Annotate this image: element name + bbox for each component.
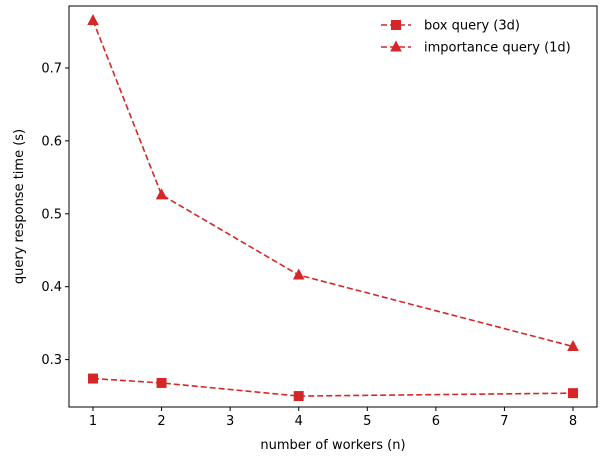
x-axis-label: number of workers (n) [260, 438, 405, 453]
data-point [567, 339, 579, 351]
plot-area [87, 14, 579, 402]
legend-label: box query (3d) [424, 19, 520, 34]
x-tick-label: 1 [89, 414, 97, 429]
y-axis: 0.3 0.4 0.5 0.6 0.7 [41, 61, 69, 368]
y-tick-label: 0.3 [41, 353, 62, 368]
x-tick-label: 2 [157, 414, 165, 429]
data-point [293, 391, 304, 402]
legend: box query (3d) importance query (1d) [381, 19, 571, 56]
y-tick-label: 0.5 [41, 207, 62, 222]
legend-item: importance query (1d) [381, 40, 571, 56]
data-point [156, 377, 167, 388]
x-tick-label: 5 [363, 414, 371, 429]
y-axis-label: query response time (s) [12, 129, 27, 284]
data-point [88, 373, 98, 384]
data-point [87, 14, 99, 26]
y-tick-label: 0.6 [41, 134, 62, 149]
axes-frame [68, 5, 598, 408]
legend-label: importance query (1d) [424, 41, 571, 56]
x-tick-label: 7 [500, 414, 508, 429]
series-line [92, 20, 574, 348]
series-line [92, 377, 574, 397]
x-tick-label: 8 [569, 414, 577, 429]
legend-item: box query (3d) [381, 19, 520, 34]
x-tick-label: 4 [295, 414, 303, 429]
y-tick-label: 0.4 [41, 280, 62, 295]
series-importance-query [87, 14, 579, 351]
x-tick-label: 3 [226, 414, 234, 429]
data-point [568, 388, 578, 399]
y-tick-label: 0.7 [41, 61, 62, 76]
series-box-query [88, 373, 578, 402]
legend-marker [390, 40, 402, 52]
x-tick-label: 6 [432, 414, 440, 429]
x-axis: 1 2 3 4 5 6 7 8 [89, 407, 577, 429]
data-point [292, 268, 305, 280]
data-point [155, 188, 168, 200]
legend-marker [391, 20, 401, 30]
